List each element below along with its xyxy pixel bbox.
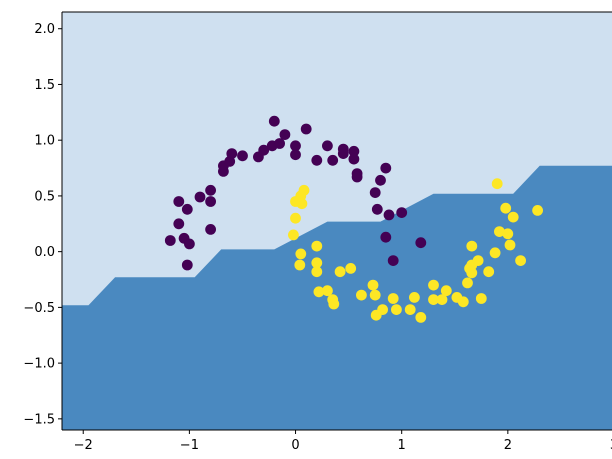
class-0-point xyxy=(383,209,395,221)
class-0-point xyxy=(181,203,193,215)
y-tick-label: 1.0 xyxy=(34,134,55,149)
x-tick-label: 2 xyxy=(504,438,512,453)
class-1-point xyxy=(457,296,469,308)
class-0-point xyxy=(226,148,238,160)
class-1-point xyxy=(515,255,526,266)
y-tick-label: 2.0 xyxy=(34,22,55,37)
class-1-point xyxy=(507,211,519,223)
class-0-point xyxy=(237,150,248,162)
class-0-point xyxy=(337,143,349,155)
class-1-point xyxy=(500,202,512,214)
x-tick-label: 0 xyxy=(291,438,299,453)
class-1-point xyxy=(489,247,501,259)
class-1-point xyxy=(504,239,516,251)
class-1-point xyxy=(377,304,388,315)
class-1-point xyxy=(483,266,495,278)
class-0-point xyxy=(348,153,360,165)
class-0-point xyxy=(184,238,195,250)
x-tick-label: 3 xyxy=(610,438,612,453)
class-0-points xyxy=(164,115,427,271)
class-0-point xyxy=(348,145,360,157)
class-1-point xyxy=(462,277,473,289)
class-1-point xyxy=(475,293,487,304)
class-0-point xyxy=(369,187,381,199)
class-0-point xyxy=(173,196,185,207)
class-1-point xyxy=(356,289,367,301)
x-tick-label: −2 xyxy=(74,438,93,453)
class-1-point xyxy=(532,205,543,216)
class-0-point xyxy=(387,255,399,266)
class-0-point xyxy=(205,224,217,235)
class-1-point xyxy=(296,198,308,210)
class-1-point xyxy=(404,304,416,315)
class-1-point xyxy=(295,248,307,260)
class-1-point xyxy=(294,259,306,271)
class-1-points xyxy=(288,178,543,323)
class-1-point xyxy=(334,266,346,278)
class-0-point xyxy=(194,191,206,203)
class-0-point xyxy=(274,138,285,149)
class-1-point xyxy=(288,229,299,241)
class-0-point xyxy=(268,115,280,127)
class-0-point xyxy=(290,149,301,161)
class-0-point xyxy=(327,154,339,166)
class-1-point xyxy=(409,292,420,303)
class-0-point xyxy=(380,162,392,174)
class-1-point xyxy=(466,267,478,279)
class-0-point xyxy=(380,231,392,243)
class-0-point xyxy=(396,207,408,219)
class-1-point xyxy=(472,255,484,266)
class-1-point xyxy=(311,266,323,278)
class-1-point xyxy=(313,286,325,298)
class-1-point xyxy=(387,293,399,304)
class-1-point xyxy=(440,285,452,297)
class-1-point xyxy=(494,226,505,238)
class-1-point xyxy=(345,263,357,274)
y-axis-ticks: −1.5 −1.0 −0.5 0.0 0.5 1.0 1.5 2.0 xyxy=(23,22,62,427)
class-1-point xyxy=(466,240,478,252)
class-1-point xyxy=(328,298,340,310)
class-1-point xyxy=(311,240,323,252)
class-1-point xyxy=(502,228,514,240)
axes xyxy=(61,11,612,431)
class-0-point xyxy=(290,140,301,152)
class-0-point xyxy=(322,140,333,152)
y-tick-label: −1.0 xyxy=(23,357,55,372)
class-0-point xyxy=(351,171,363,183)
x-tick-label: 1 xyxy=(398,438,406,453)
y-tick-label: 1.5 xyxy=(34,78,55,93)
y-tick-label: −1.5 xyxy=(23,412,55,427)
class-1-point xyxy=(415,312,427,323)
class-1-point xyxy=(290,212,301,224)
class-1-point xyxy=(436,294,448,305)
y-tick-label: 0.0 xyxy=(34,245,55,260)
class-0-point xyxy=(164,235,176,246)
class-0-point xyxy=(375,174,386,186)
x-tick-label: −1 xyxy=(180,438,199,453)
class-0-point xyxy=(415,237,427,249)
class-0-point xyxy=(300,123,312,135)
class-1-point xyxy=(428,279,439,291)
class-0-point xyxy=(205,184,217,196)
x-axis-ticks: −2 −1 0 1 2 3 xyxy=(74,430,612,453)
class-0-point xyxy=(371,203,383,215)
class-1-point xyxy=(391,304,402,315)
y-tick-label: 0.5 xyxy=(34,189,55,204)
y-tick-label: −0.5 xyxy=(23,301,55,316)
class-0-point xyxy=(181,259,193,271)
class-1-point xyxy=(322,285,333,297)
class-1-point xyxy=(367,279,379,291)
class-1-point xyxy=(491,178,503,190)
class-1-point xyxy=(369,289,381,301)
class-1-point xyxy=(428,294,439,305)
class-0-point xyxy=(173,218,185,230)
class-0-point xyxy=(279,129,291,141)
class-0-point xyxy=(311,154,323,166)
class-0-point xyxy=(205,196,217,207)
class-0-point xyxy=(258,144,270,156)
class-1-point xyxy=(311,257,323,269)
plot-area xyxy=(62,12,612,430)
